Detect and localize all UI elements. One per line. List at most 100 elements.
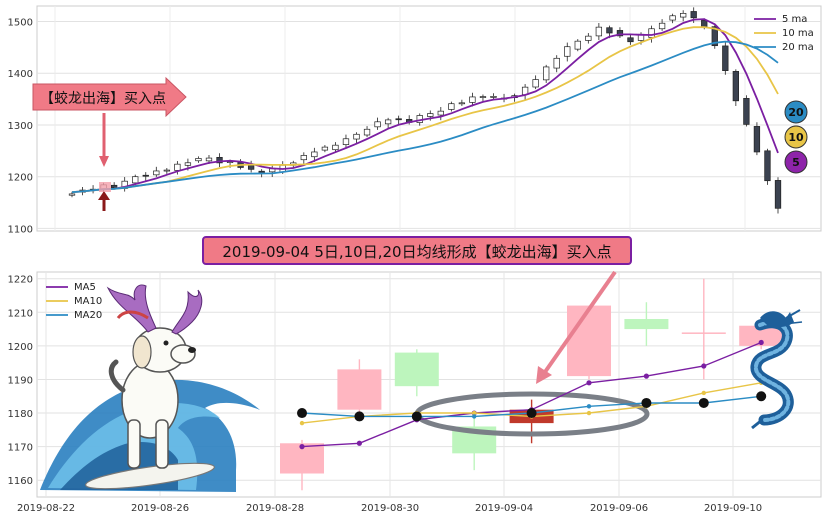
top-candle-body (585, 35, 592, 41)
top-candle-body (732, 71, 740, 102)
top-candle-body (469, 96, 476, 103)
top-candle-body (753, 126, 761, 153)
top-candle-body (353, 133, 360, 140)
top-candle-body (564, 46, 571, 57)
bottom-ma5-point (356, 440, 362, 446)
bottom-y-tick-label: 1190 (8, 375, 33, 386)
top-candle-body (342, 138, 350, 145)
top-candle-body (174, 163, 181, 171)
top-y-ticks: 1100 1200 1300 1400 1500 (8, 18, 33, 236)
top-candle-body (374, 121, 381, 128)
bottom-candle-body (394, 352, 439, 387)
surfing-dog-illustration (40, 284, 260, 492)
badge-10: 10 (788, 131, 804, 144)
top-candle-body (648, 28, 655, 38)
bottom-candle-body (624, 319, 669, 330)
bottom-candle-body (681, 332, 726, 334)
bottom-ma-lines (297, 339, 767, 450)
top-candle-body (532, 79, 539, 88)
bottom-x-ticks: 2019-08-22 2019-08-26 2019-08-28 2019-08-30… (17, 503, 762, 514)
top-candle-body (690, 11, 697, 19)
top-candle-body (142, 174, 149, 177)
bottom-x-tick-label: 2019-09-06 (590, 503, 648, 514)
top-candle-body (205, 157, 213, 162)
bottom-x-tick-label: 2019-09-10 (704, 503, 762, 514)
top-candle-body (437, 110, 444, 116)
top-candle-body (711, 26, 718, 47)
top-candle-body (669, 15, 676, 21)
bottom-y-tick-label: 1210 (8, 308, 33, 319)
top-candle-body (110, 184, 118, 188)
bottom-y-tick-label: 1220 (8, 275, 33, 286)
bottom-ma20-point (472, 414, 477, 419)
top-candle-body (764, 150, 771, 182)
bottom-ma20-point (586, 404, 592, 409)
top-candle-body (132, 176, 139, 184)
bottom-ma10-point (701, 390, 706, 396)
bottom-ma5-point (701, 363, 707, 369)
top-candle-body (680, 12, 687, 18)
down-arrow-icon (99, 113, 109, 167)
legend-ma10: MA10 (74, 296, 102, 307)
bottom-ma10-point (299, 420, 305, 426)
top-candle-body (153, 170, 160, 176)
badge-5: 5 (792, 156, 800, 169)
legend-ma5: MA5 (74, 282, 96, 293)
bottom-ma20-marker (641, 397, 652, 408)
top-candle-body (184, 162, 192, 166)
top-candle-body (574, 40, 581, 50)
bottom-ma20-marker (698, 397, 709, 408)
chinese-dragon-illustration (750, 309, 803, 430)
top-ma10-line (71, 26, 779, 194)
top-candle-body (458, 102, 466, 105)
ma-badges: 20 10 5 (784, 100, 808, 174)
top-candle-body (395, 118, 402, 121)
legend-10ma: 10 ma (782, 28, 814, 39)
bottom-candle-body (567, 305, 611, 377)
top-candle-body (384, 119, 392, 125)
signal-arrow: 【蛟龙出海】买入点 (32, 76, 187, 118)
top-y-tick-label: 1100 (8, 224, 33, 235)
top-y-tick-label: 1500 (8, 18, 33, 29)
bottom-legend: MA5 MA10 MA20 (46, 282, 102, 321)
bottom-ma20-marker (756, 391, 767, 402)
top-ma-lines (71, 18, 779, 194)
top-candle-body (490, 96, 497, 98)
top-candle-body (616, 30, 624, 37)
banner-text: 2019-09-04 5日,10日,20日均线形成【蛟龙出海】买入点 (222, 243, 611, 261)
bottom-x-tick-label: 2019-08-30 (361, 503, 419, 514)
top-candle-body (479, 96, 487, 98)
top-candle-body (311, 151, 318, 158)
legend-5ma: 5 ma (782, 14, 807, 25)
top-candle-body (743, 98, 750, 125)
legend-ma20: MA20 (74, 310, 102, 321)
bottom-y-tick-label: 1180 (8, 409, 33, 420)
top-candle-body (448, 103, 455, 110)
title-banner: 2019-09-04 5日,10日,20日均线形成【蛟龙出海】买入点 (202, 236, 632, 265)
top-candle-body (363, 128, 371, 136)
top-y-tick-label: 1300 (8, 121, 33, 132)
top-candle-body (627, 37, 634, 43)
top-panel: 1100 1200 1300 1400 1500 5 ma 10 ma 20 ma 20… (8, 5, 822, 236)
top-candle-body (606, 27, 613, 34)
bottom-ma10-point (586, 410, 592, 416)
bottom-candle-body (739, 325, 784, 346)
top-ma5-line (71, 18, 779, 194)
signal-arrow-label: 【蛟龙出海】买入点 (40, 91, 166, 107)
bottom-ma20-marker (411, 411, 422, 422)
top-candle-body (216, 156, 223, 164)
bottom-ma5-point (299, 444, 305, 450)
top-candle-body (427, 113, 434, 117)
top-y-tick-label: 1400 (8, 69, 33, 80)
top-candle-body (321, 146, 329, 151)
badge-20: 20 (788, 106, 804, 119)
bottom-ma10-point (472, 410, 477, 416)
up-arrow-icon (98, 191, 110, 211)
bottom-y-tick-label: 1170 (8, 443, 33, 454)
bottom-y-ticks: 1160 1170 1180 1190 1200 1210 1220 (8, 275, 33, 487)
top-candle-body (163, 169, 170, 172)
bottom-y-tick-label: 1160 (8, 476, 33, 487)
bottom-x-tick-label: 2019-08-28 (246, 503, 304, 514)
